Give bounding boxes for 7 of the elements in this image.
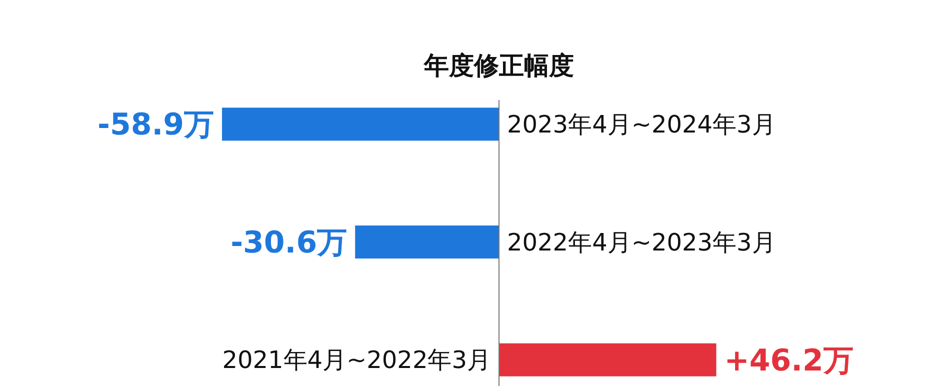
data-label: +46.2万: [724, 343, 854, 378]
data-label: -58.9万: [98, 108, 214, 143]
y-tick-label: 2021年4月~2022年3月: [222, 346, 491, 374]
y-tick-label: 2022年4月~2023年3月: [507, 228, 776, 256]
data-label: -30.6万: [230, 226, 348, 260]
chart-title: 年度修正幅度: [423, 51, 574, 80]
y-tick-label: 2023年4月~2024年3月: [507, 110, 776, 139]
